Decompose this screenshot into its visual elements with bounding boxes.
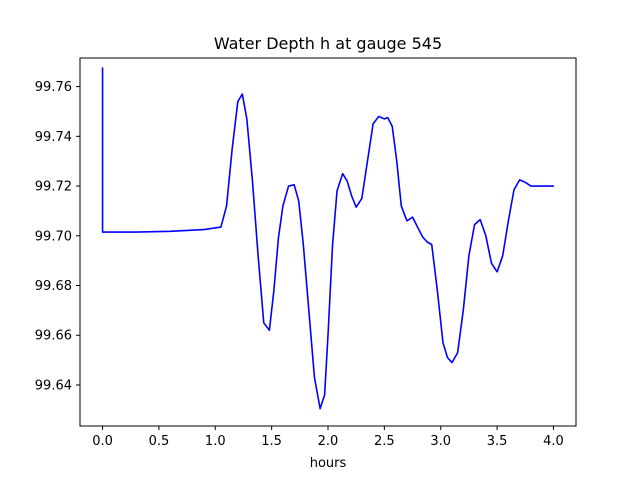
x-axis-ticks: 0.0 0.5 1.0 1.5 2.0 2.5 3.0 3.5 4.0 bbox=[92, 426, 564, 449]
y-tick-label: 99.64 bbox=[35, 378, 72, 393]
y-tick-label: 99.74 bbox=[35, 130, 72, 145]
y-tick-label: 99.68 bbox=[35, 279, 72, 294]
series-line-0 bbox=[101, 67, 555, 410]
chart-title: Water Depth h at gauge 545 bbox=[214, 34, 442, 53]
y-axis-ticks: 99.64 99.66 99.68 99.70 99.72 99.74 99.76 bbox=[35, 80, 80, 393]
x-tick-label: 0.5 bbox=[149, 434, 170, 449]
x-tick-label: 3.5 bbox=[487, 434, 508, 449]
x-axis-label: hours bbox=[310, 456, 347, 471]
x-tick-label: 2.0 bbox=[318, 434, 339, 449]
y-tick-label: 99.70 bbox=[35, 229, 72, 244]
x-tick-label: 1.5 bbox=[261, 434, 282, 449]
x-tick-label: 1.0 bbox=[205, 434, 226, 449]
y-tick-label: 99.76 bbox=[35, 80, 72, 95]
x-tick-label: 3.0 bbox=[430, 434, 451, 449]
x-tick-label: 4.0 bbox=[543, 434, 564, 449]
series-layer bbox=[101, 67, 555, 410]
y-tick-label: 99.66 bbox=[35, 329, 72, 344]
x-tick-label: 0.0 bbox=[92, 434, 113, 449]
y-tick-label: 99.72 bbox=[35, 180, 72, 195]
x-tick-label: 2.5 bbox=[374, 434, 395, 449]
